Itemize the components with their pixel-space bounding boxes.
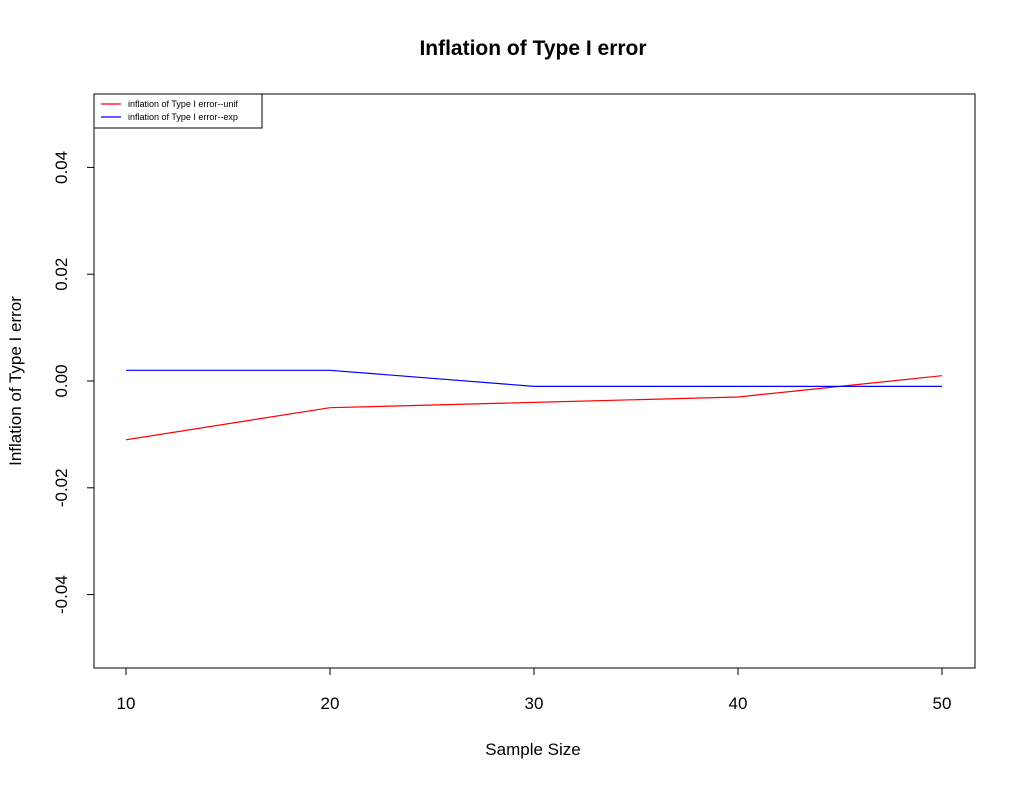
plot-area-frame — [93, 93, 976, 669]
legend-box — [93, 93, 263, 129]
y-tick-label: -0.04 — [52, 575, 71, 614]
chart-title: Inflation of Type I error — [419, 37, 646, 60]
y-tick-label: 0.00 — [52, 364, 71, 397]
series-layer — [125, 369, 943, 441]
series-line-exp — [126, 369, 942, 387]
x-tick-label: 20 — [321, 694, 340, 713]
x-tick-label: 50 — [933, 694, 952, 713]
y-tick-label: 0.02 — [52, 258, 71, 291]
x-axis: 10 20 30 40 50 — [117, 667, 952, 713]
y-tick-label: -0.02 — [52, 468, 71, 507]
y-axis: -0.04 -0.02 0.00 0.02 0.04 — [52, 151, 95, 614]
x-tick-label: 40 — [729, 694, 748, 713]
x-axis-label: Sample Size — [485, 740, 580, 759]
y-axis-label: Inflation of Type I error — [6, 296, 25, 466]
series-line-unif — [125, 375, 943, 441]
x-tick-label: 30 — [525, 694, 544, 713]
y-tick-label: 0.04 — [52, 151, 71, 184]
x-tick-label: 10 — [117, 694, 136, 713]
legend-entry-label: inflation of Type I error--unif — [128, 99, 238, 109]
legend: inflation of Type I error--unif inflation… — [93, 93, 263, 129]
legend-entry-label: inflation of Type I error--exp — [128, 112, 238, 122]
